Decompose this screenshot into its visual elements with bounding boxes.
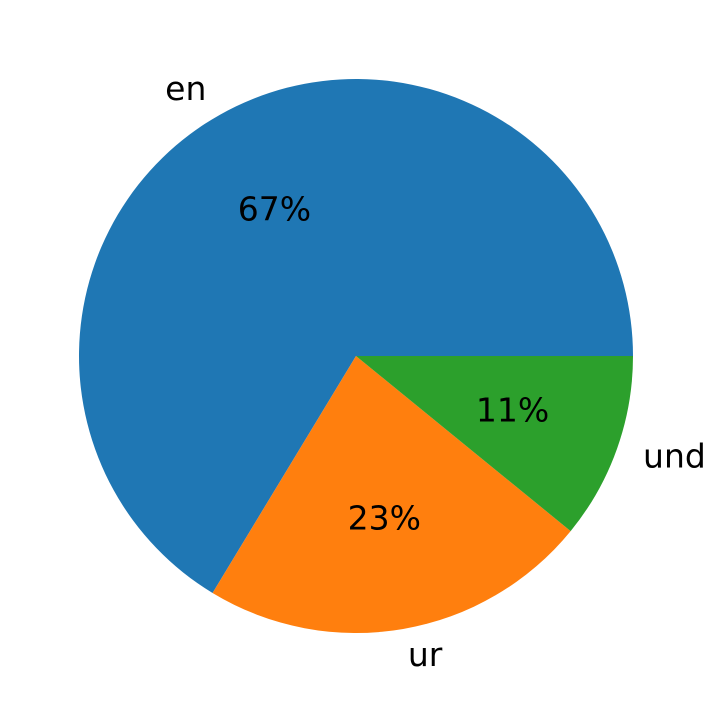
percent-label: 23%	[348, 498, 421, 537]
pie-slice	[212, 356, 571, 633]
slice-label: ur	[408, 635, 443, 674]
percent-label: 11%	[476, 390, 549, 429]
pie-slice	[79, 78, 633, 593]
percent-label: 67%	[238, 190, 311, 229]
pie-slice	[356, 356, 633, 532]
slice-label: und	[643, 437, 706, 476]
slice-label: en	[165, 69, 206, 108]
